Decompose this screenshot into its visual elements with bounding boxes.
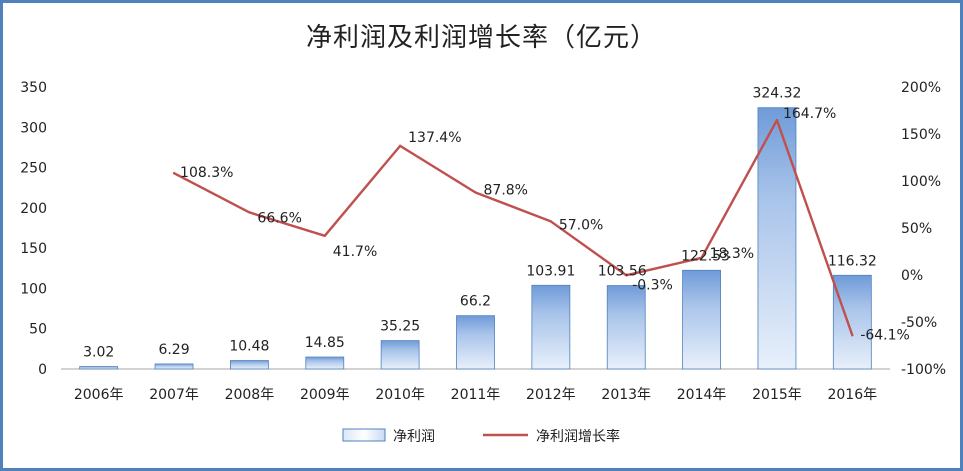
line-data-label: 18.3% [710, 246, 754, 262]
y-left-tick-label: 200 [20, 201, 47, 217]
bar [79, 366, 119, 370]
bar-data-label: 6.29 [158, 342, 189, 358]
x-tick-label: 2010年 [375, 387, 425, 403]
y-right-tick-label: 100% [901, 174, 941, 190]
y-right-tick-label: 50% [901, 221, 932, 237]
bar [531, 284, 571, 370]
bar [305, 356, 345, 370]
bar-data-label: 10.48 [229, 339, 269, 355]
line-data-label: -64.1% [860, 327, 910, 343]
line-data-label: 87.8% [484, 182, 528, 198]
labels-layer: 3.02 6.29 10.48 14.85 35.25 66.2 103.91 103.56 1… [83, 86, 910, 361]
growth-rate-point [474, 191, 477, 194]
bar-data-label: 116.32 [828, 253, 877, 269]
x-tick-label: 2012年 [526, 387, 576, 403]
bar [230, 360, 269, 370]
bar [380, 340, 420, 370]
growth-rate-point [625, 274, 628, 277]
axes-layer: 0 50 100 150 200 250 300 350 -100% -50% 0% 50% 100% 1… [20, 80, 946, 403]
legend-bar-label: 净利润 [393, 429, 435, 445]
line-data-label: 137.4% [408, 130, 461, 146]
y-left-tick-label: 100 [20, 281, 47, 297]
growth-rate-point [323, 234, 326, 238]
bar-data-label: 3.02 [83, 345, 114, 361]
line-data-label: 57.0% [559, 217, 603, 233]
bar [757, 107, 797, 370]
x-tick-label: 2013年 [601, 387, 651, 403]
chart-title: 净利润及利润增长率（亿元） [305, 23, 657, 53]
line-data-label: 41.7% [333, 244, 377, 260]
bar [682, 269, 721, 370]
growth-rate-point [775, 118, 779, 122]
bar-data-label: 66.2 [460, 294, 491, 310]
x-tick-label: 2006年 [74, 387, 124, 403]
y-right-tick-label: 200% [901, 80, 941, 96]
line-layer [172, 118, 854, 337]
y-right-tick-label: 0% [901, 268, 923, 284]
bar-data-label: 103.56 [598, 264, 647, 280]
y-left-tick-label: 350 [20, 80, 47, 96]
bar [154, 363, 194, 370]
growth-rate-point [700, 256, 703, 259]
bar [832, 274, 872, 370]
growth-rate-point [172, 171, 176, 175]
bar [606, 285, 646, 370]
line-data-label: 164.7% [783, 106, 836, 122]
y-right-tick-label: -100% [901, 362, 946, 378]
legend-bar-swatch [342, 428, 386, 442]
x-tick-label: 2007年 [149, 387, 199, 403]
bar-data-label: 14.85 [305, 335, 345, 351]
line-data-label: 108.3% [180, 165, 233, 181]
x-tick-label: 2011年 [451, 387, 501, 403]
bars-layer [79, 107, 872, 370]
growth-rate-point [398, 144, 402, 148]
y-left-tick-label: 300 [20, 120, 47, 136]
x-tick-label: 2015年 [752, 387, 802, 403]
growth-rate-line [173, 118, 854, 336]
x-tick-label: 2009年 [300, 387, 350, 403]
x-tick-label: 2016年 [827, 387, 877, 403]
y-right-tick-label: -50% [901, 315, 937, 331]
x-tick-label: 2014年 [677, 387, 727, 403]
legend: 净利润 净利润增长率 [342, 428, 620, 445]
x-tick-label: 2008年 [225, 387, 275, 403]
bar-data-label: 122.53 [681, 248, 730, 264]
growth-rate-point [851, 334, 854, 337]
bar-data-label: 35.25 [380, 319, 420, 335]
legend-line-label: 净利润增长率 [536, 428, 620, 445]
y-left-tick-label: 50 [29, 322, 47, 338]
growth-rate-point [549, 220, 553, 223]
y-left-tick-label: 250 [20, 161, 47, 177]
bar [456, 315, 495, 370]
growth-rate-point [248, 211, 251, 214]
bar-data-label: 324.32 [752, 86, 801, 102]
line-data-label: 66.6% [257, 210, 301, 226]
chart-svg: 0 50 100 150 200 250 300 350 -100% -50% 0% 50% 100% 1… [20, 80, 946, 445]
bar-data-label: 103.91 [526, 263, 575, 279]
line-data-label: -0.3% [632, 277, 673, 293]
y-left-tick-label: 150 [20, 241, 47, 257]
y-right-tick-label: 150% [901, 127, 941, 143]
y-left-tick-label: 0 [38, 362, 47, 378]
